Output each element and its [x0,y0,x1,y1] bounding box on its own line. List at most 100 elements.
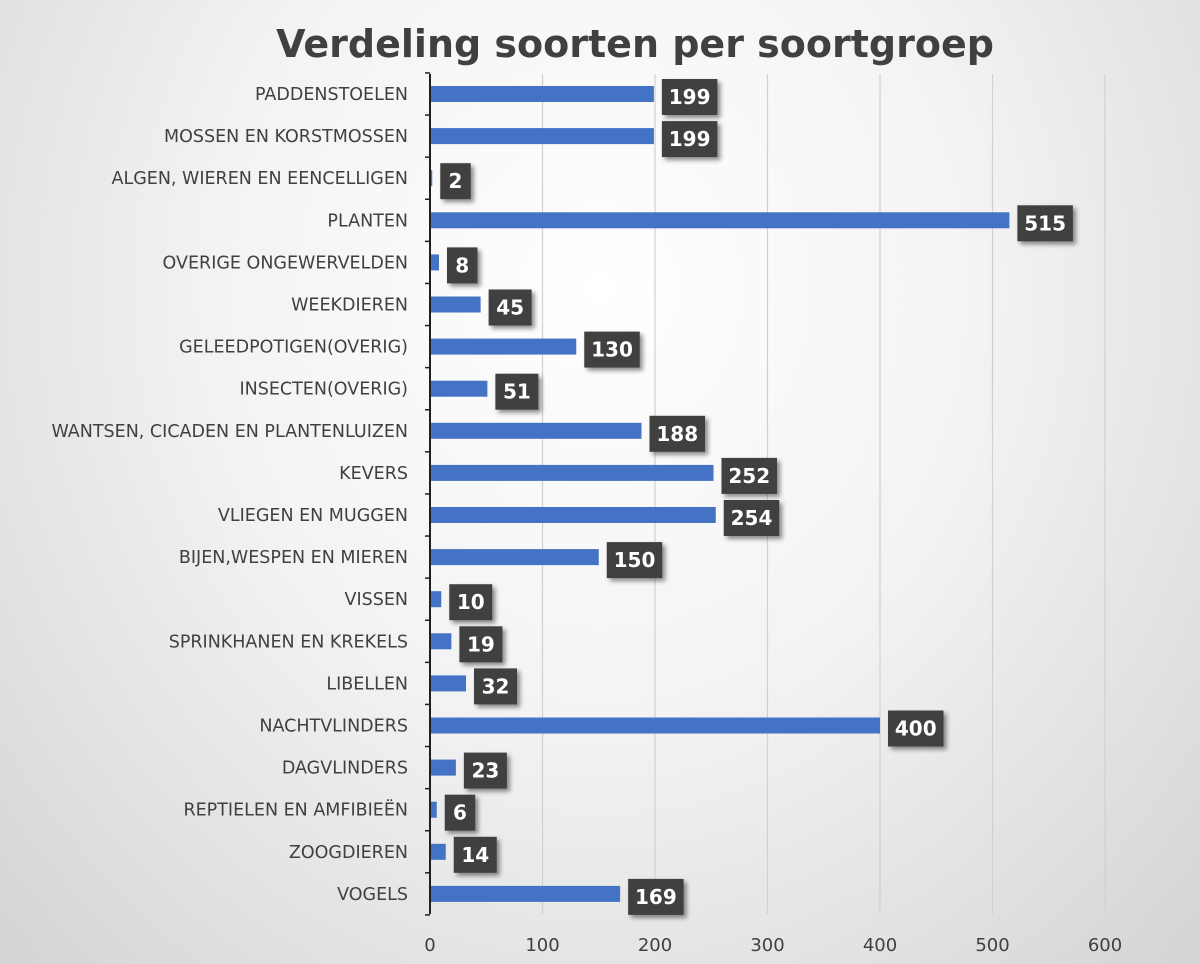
axes [425,72,431,916]
data-label: 6 [444,794,476,831]
bar [431,128,654,145]
bar [431,380,488,397]
data-label-box [474,668,517,705]
bar [431,633,452,650]
data-label-box [463,752,507,789]
data-label-text: 32 [482,674,510,698]
category-label: VOGELS [337,885,408,905]
bar [431,885,621,902]
x-tick-label: 100 [525,935,559,956]
x-tick-label: 400 [863,935,897,956]
category-label: SPRINKHANEN EN KREKELS [169,632,408,652]
category-label: WANTSEN, CICADEN EN PLANTENLUIZEN [51,422,408,442]
bar [431,507,716,523]
category-label: BIJEN,WESPEN EN MIEREN [179,548,408,568]
data-label: 199 [661,121,718,158]
bar [431,338,577,355]
bar [431,170,433,187]
x-tick-label: 500 [975,935,1009,956]
data-label-box [649,415,705,452]
data-label-text: 19 [467,632,495,656]
x-tick-label: 300 [750,935,784,956]
bar [431,296,481,313]
category-label: GELEEDPOTIGEN(OVERIG) [179,338,408,358]
data-labels: 199 199 2 515 8 45 130 51 188 252 254 150 10 19 32 400 2… [440,79,1073,915]
data-label: 23 [463,752,507,789]
data-label: 400 [888,710,944,747]
data-label-box [459,626,503,663]
data-label-box [628,878,684,915]
data-label-text: 8 [455,253,469,277]
data-label-text: 51 [503,380,531,404]
data-label: 2 [440,163,471,200]
data-label: 254 [723,500,780,536]
data-label: 51 [495,373,539,410]
data-label-box [488,289,532,326]
data-label-text: 10 [457,590,485,614]
data-label: 8 [447,247,478,284]
data-label-box [495,373,539,410]
data-label-text: 254 [731,506,773,530]
data-label-text: 199 [669,127,711,151]
data-label-text: 45 [496,296,524,320]
data-label: 199 [661,79,718,115]
data-label: 130 [584,331,640,368]
bar [431,675,466,692]
data-label-box [453,836,497,873]
data-label: 188 [649,415,705,452]
category-label: LIBELLEN [326,674,408,694]
x-tick-label: 200 [638,935,672,956]
category-label: PADDENSTOELEN [255,85,408,105]
category-label: VISSEN [345,590,409,610]
data-label: 252 [721,457,777,494]
data-label-text: 400 [895,717,937,741]
data-label-text: 169 [635,885,677,909]
data-label-text: 515 [1024,211,1066,235]
data-label-box [723,500,780,536]
category-label: PLANTEN [327,211,408,231]
data-label-text: 130 [591,338,633,362]
data-label: 14 [453,836,497,873]
category-label: VLIEGEN EN MUGGEN [218,506,408,526]
data-label-text: 23 [471,759,499,783]
bar [431,717,880,734]
bar [431,422,642,439]
data-label: 32 [474,668,517,705]
category-label: DAGVLINDERS [282,759,408,779]
data-label-box [447,247,478,284]
data-label: 19 [459,626,503,663]
data-label: 169 [628,878,684,915]
data-label-text: 6 [453,801,467,825]
category-label: ZOOGDIEREN [289,843,408,863]
data-label-text: 188 [656,422,698,446]
chart-title: Verdeling soorten per soortgroep [276,22,994,66]
x-tick-labels: 0 100 200 300 400 500 600 [424,935,1122,956]
bar [431,591,442,608]
data-label-box [661,121,718,158]
bars [431,86,1010,902]
bar [431,86,654,102]
category-label: MOSSEN EN KORSTMOSSEN [164,127,408,147]
category-label: OVERIGE ONGEWERVELDEN [163,253,408,273]
bar [431,254,439,271]
bar [431,759,456,776]
data-label-text: 252 [728,464,770,488]
data-label-box [661,79,718,115]
data-label-box [1017,205,1073,242]
data-label-box [888,710,944,747]
bar [431,801,437,818]
category-label: ALGEN, WIEREN EN EENCELLIGEN [111,169,408,189]
x-tick-label: 0 [424,935,435,956]
data-label: 515 [1017,205,1073,242]
category-label: NACHTVLINDERS [259,717,408,737]
bar [431,212,1010,229]
x-tick-label: 600 [1088,935,1122,956]
data-label-text: 2 [449,169,463,193]
category-labels: PADDENSTOELEN MOSSEN EN KORSTMOSSEN ALGEN,… [51,85,408,905]
data-label-text: 150 [614,548,656,572]
bar [431,549,599,566]
category-label: INSECTEN(OVERIG) [239,380,408,400]
data-label-box [721,457,777,494]
category-label: REPTIELEN EN AMFIBIEËN [183,800,408,821]
